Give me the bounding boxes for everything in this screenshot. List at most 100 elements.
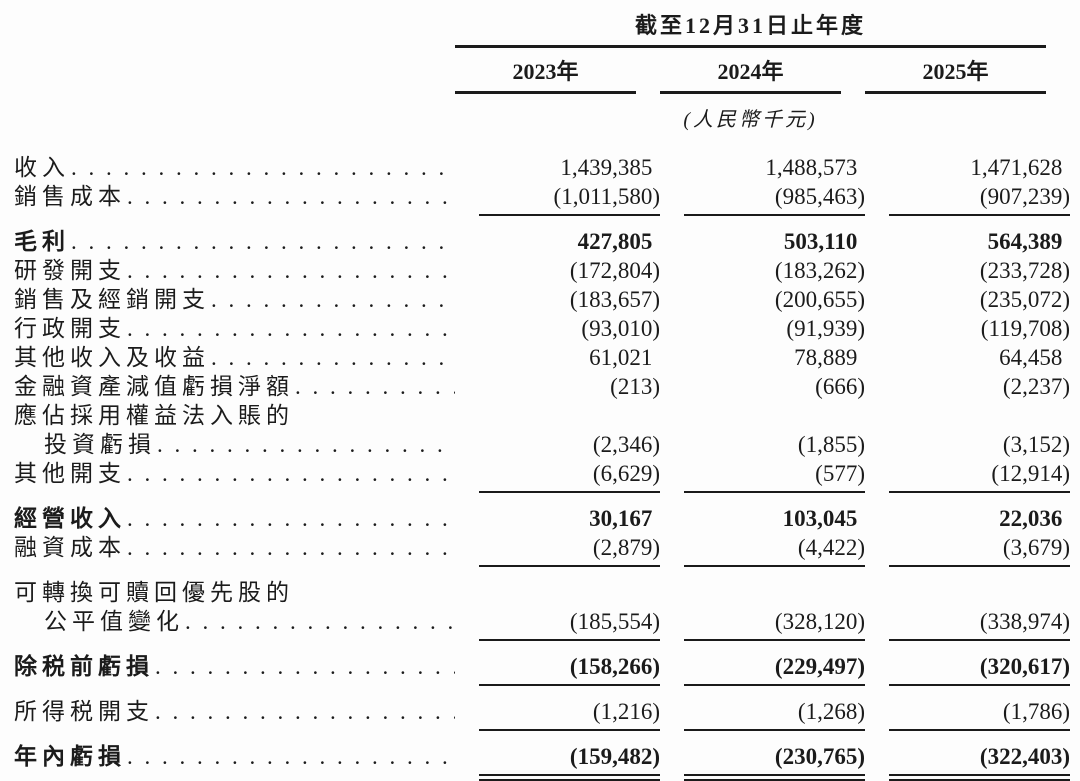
row-label-text: 所得税開支 — [14, 699, 154, 724]
value-cell: 64,458) — [999, 345, 1063, 370]
row-label: 收入 . . . . . . . . . . . . . . . . . . .… — [0, 153, 455, 182]
leader-dots: . . . . . . . . . . . . . . . . . . . . … — [155, 699, 455, 724]
value-cell: (907,239) — [889, 182, 1070, 216]
row-label: 投資虧損 . . . . . . . . . . . . . . . . . .… — [0, 430, 455, 459]
table-row: 投資虧損 . . . . . . . . . . . . . . . . . .… — [0, 430, 1080, 459]
value-cell: (1,855) — [797, 432, 865, 457]
value-cell: (2,879) — [479, 533, 660, 567]
value-cell: (4,422) — [684, 533, 865, 567]
table-row: 年內虧損 . . . . . . . . . . . . . . . . . .… — [0, 742, 1080, 781]
row-label-text: 銷售及經銷開支 — [14, 287, 210, 312]
leader-dots: . . . . . . . . . . . . . . . . . . . . … — [127, 535, 455, 560]
leader-dots: . . . . . . . . . . . . . . . . . . . . … — [127, 184, 455, 209]
row-label: 毛利 . . . . . . . . . . . . . . . . . . .… — [0, 227, 455, 256]
currency-unit-note: (人民幣千元) — [683, 109, 818, 131]
row-label: 除税前虧損 . . . . . . . . . . . . . . . . . … — [0, 652, 455, 681]
value-cell: (1,216) — [479, 697, 660, 731]
value-cell: (338,974) — [889, 607, 1070, 641]
leader-dots: . . . . . . . . . . . . . . . . . . . . … — [127, 461, 455, 486]
value-cell: (1,011,580) — [479, 182, 660, 216]
value-cell: 78,889) — [794, 345, 858, 370]
value-cell: (213) — [610, 374, 660, 399]
row-label: 行政開支 . . . . . . . . . . . . . . . . . .… — [0, 314, 455, 343]
row-label-text: 毛利 — [14, 229, 70, 254]
value-cell: (320,617) — [889, 652, 1070, 686]
row-label: 其他收入及收益 . . . . . . . . . . . . . . . . … — [0, 343, 455, 372]
table-row: 收入 . . . . . . . . . . . . . . . . . . .… — [0, 153, 1080, 182]
value-cell: (6,629) — [479, 459, 660, 493]
table-row: 公平值變化 . . . . . . . . . . . . . . . . . … — [0, 607, 1080, 641]
table-header: 截至12月31日止年度 2023年 2024年 2025年 (人民幣千元) — [455, 8, 1046, 132]
value-cell: (235,072) — [979, 287, 1070, 312]
table-row: 經營收入 . . . . . . . . . . . . . . . . . .… — [0, 504, 1080, 533]
value-cell: (172,804) — [569, 258, 660, 283]
table-row: 融資成本 . . . . . . . . . . . . . . . . . .… — [0, 533, 1080, 567]
value-cell: (666) — [815, 374, 865, 399]
leader-dots: . . . . . . . . . . . . . . . . . . . . … — [127, 744, 455, 769]
leader-dots: . . . . . . . . . . . . . . . . . . . . … — [71, 229, 455, 254]
leader-dots: . . . . . . . . . . . . . . . . . . . . … — [127, 506, 455, 531]
value-cell: 564,389) — [987, 229, 1063, 254]
row-label-text: 年內虧損 — [14, 744, 126, 769]
table-row: 銷售成本 . . . . . . . . . . . . . . . . . .… — [0, 182, 1080, 216]
value-cell: (1,786) — [889, 697, 1070, 731]
leader-dots: . . . . . . . . . . . . . . . . . . . . … — [211, 345, 455, 370]
row-label: 年內虧損 . . . . . . . . . . . . . . . . . .… — [0, 742, 455, 771]
value-cell: (328,120) — [684, 607, 865, 641]
value-cell: (3,152) — [1002, 432, 1070, 457]
row-label-text: 投資虧損 — [44, 432, 156, 457]
row-label: 金融資產減值虧損淨額 . . . . . . . . . . . . . . .… — [0, 372, 455, 401]
year-column-2025: 2025年 — [865, 48, 1046, 94]
row-label-text: 應佔採用權益法入賬的 — [14, 403, 294, 428]
row-label: 所得税開支 . . . . . . . . . . . . . . . . . … — [0, 697, 455, 726]
row-label: 公平值變化 . . . . . . . . . . . . . . . . . … — [0, 607, 455, 636]
table-row: 金融資產減值虧損淨額 . . . . . . . . . . . . . . .… — [0, 372, 1080, 401]
row-label: 可轉換可贖回優先股的 — [0, 578, 455, 607]
table-row: 銷售及經銷開支 . . . . . . . . . . . . . . . . … — [0, 285, 1080, 314]
income-statement-table: 截至12月31日止年度 2023年 2024年 2025年 (人民幣千元) 收入… — [14, 8, 1070, 781]
value-cell: (322,403) — [889, 742, 1070, 781]
table-row: 除税前虧損 . . . . . . . . . . . . . . . . . … — [0, 652, 1080, 686]
row-label: 研發開支 . . . . . . . . . . . . . . . . . .… — [0, 256, 455, 285]
table-row: 毛利 . . . . . . . . . . . . . . . . . . .… — [0, 227, 1080, 256]
leader-dots: . . . . . . . . . . . . . . . . . . . . … — [295, 374, 455, 399]
value-cell: (159,482) — [479, 742, 660, 781]
value-cell: (233,728) — [979, 258, 1070, 283]
year-column-2024: 2024年 — [660, 48, 841, 94]
table-row: 行政開支 . . . . . . . . . . . . . . . . . .… — [0, 314, 1080, 343]
year-column-2023: 2023年 — [455, 48, 636, 94]
row-label-text: 經營收入 — [14, 506, 126, 531]
row-label: 其他開支 . . . . . . . . . . . . . . . . . .… — [0, 459, 455, 488]
row-label-text: 其他收入及收益 — [14, 345, 210, 370]
row-label-text: 公平值變化 — [44, 609, 184, 634]
row-label: 融資成本 . . . . . . . . . . . . . . . . . .… — [0, 533, 455, 562]
value-cell: 1,488,573) — [765, 155, 858, 180]
value-cell: (183,657) — [569, 287, 660, 312]
table-row: 其他開支 . . . . . . . . . . . . . . . . . .… — [0, 459, 1080, 493]
leader-dots: . . . . . . . . . . . . . . . . . . . . … — [127, 316, 455, 341]
value-cell: 103,045) — [782, 506, 858, 531]
value-cell: (158,266) — [479, 652, 660, 686]
row-label: 經營收入 . . . . . . . . . . . . . . . . . .… — [0, 504, 455, 533]
leader-dots: . . . . . . . . . . . . . . . . . . . . … — [127, 258, 455, 283]
value-cell: (119,708) — [980, 316, 1070, 341]
table-row: 研發開支 . . . . . . . . . . . . . . . . . .… — [0, 256, 1080, 285]
leader-dots: . . . . . . . . . . . . . . . . . . . . … — [185, 609, 455, 634]
table-row: 所得税開支 . . . . . . . . . . . . . . . . . … — [0, 697, 1080, 731]
row-label-text: 除税前虧損 — [14, 654, 154, 679]
value-cell: (185,554) — [479, 607, 660, 641]
row-label: 銷售成本 . . . . . . . . . . . . . . . . . .… — [0, 182, 455, 211]
row-label: 應佔採用權益法入賬的 — [0, 401, 455, 430]
value-cell: (229,497) — [684, 652, 865, 686]
value-cell: 1,439,385) — [560, 155, 653, 180]
row-label: 銷售及經銷開支 . . . . . . . . . . . . . . . . … — [0, 285, 455, 314]
value-cell: (183,262) — [774, 258, 865, 283]
leader-dots: . . . . . . . . . . . . . . . . . . . . … — [155, 654, 455, 679]
value-cell: (12,914) — [889, 459, 1070, 493]
value-cell: (91,939) — [786, 316, 865, 341]
row-label-text: 行政開支 — [14, 316, 126, 341]
table-row: 應佔採用權益法入賬的 — [0, 401, 1080, 430]
value-cell: (200,655) — [774, 287, 865, 312]
value-cell: 61,021) — [589, 345, 653, 370]
table-body: 收入 . . . . . . . . . . . . . . . . . . .… — [0, 153, 1080, 781]
